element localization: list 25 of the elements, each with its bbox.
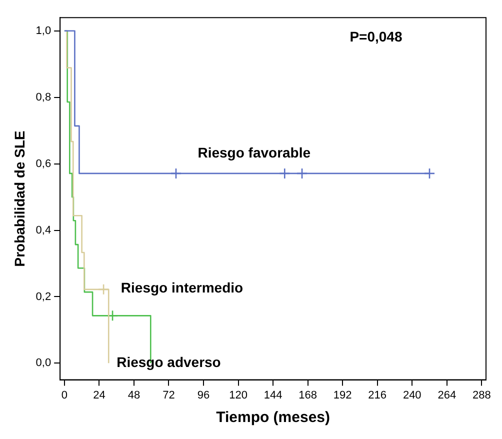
y-tick-label: 0,2: [36, 290, 52, 303]
x-tick-label: 48: [128, 389, 140, 402]
y-tick-label: 0,6: [36, 158, 52, 170]
x-tick-label: 0: [61, 389, 68, 402]
series-label: Riesgo intermedio: [120, 279, 244, 296]
x-tick-label: 264: [438, 389, 456, 402]
y-tick-label: 0,8: [36, 91, 52, 104]
y-tick-label: 0,0: [36, 357, 52, 370]
x-axis-title: Tiempo (meses): [216, 409, 330, 426]
x-tick-label: 24: [93, 389, 106, 402]
x-tick-label: 192: [333, 389, 352, 402]
y-tick-label: 0,4: [36, 224, 52, 236]
x-tick-label: 96: [197, 389, 210, 402]
annotation: P=0,048: [350, 28, 402, 44]
y-axis-title: Probabilidad de SLE: [11, 130, 28, 267]
x-tick-label: 288: [472, 389, 491, 402]
x-tick-label: 168: [298, 389, 317, 402]
x-tick-label: 216: [368, 389, 387, 402]
x-tick-label: 120: [229, 389, 248, 402]
series-label: Riesgo favorable: [198, 144, 311, 160]
x-tick-label: 240: [402, 389, 422, 402]
series-label: Riesgo adverso: [116, 354, 221, 370]
x-tick-label: 72: [162, 389, 175, 402]
x-tick-label: 144: [264, 389, 282, 402]
y-tick-label: 1,0: [36, 24, 52, 37]
